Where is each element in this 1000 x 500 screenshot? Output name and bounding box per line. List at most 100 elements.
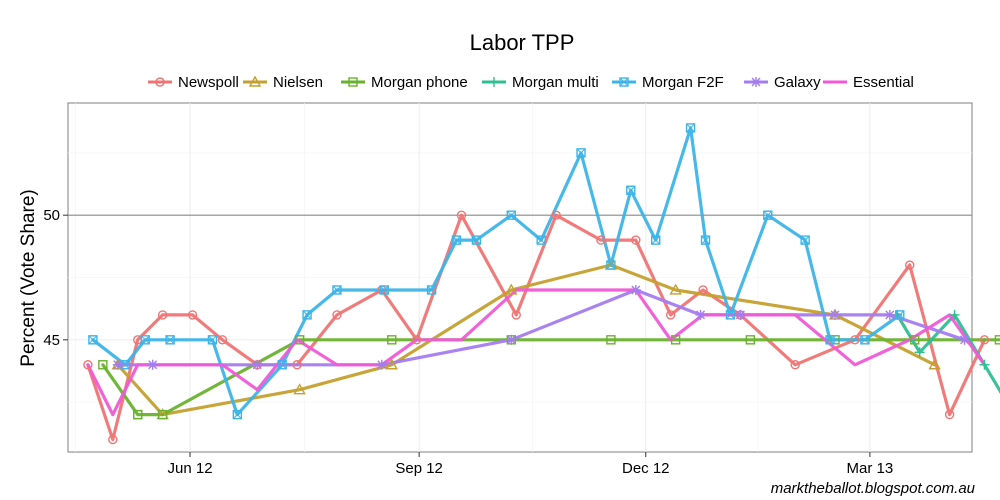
legend-label: Nielsen	[273, 74, 323, 91]
data-point-morgan-phone	[133, 409, 143, 420]
data-point-morgan-f2f	[451, 235, 462, 245]
legend-item-morgan-phone: Morgan phone	[341, 74, 468, 91]
marker-star-d2	[113, 360, 123, 370]
data-point-morgan-multi	[949, 309, 960, 320]
series-line-morgan-multi	[895, 313, 1000, 394]
marker-box	[332, 285, 342, 295]
x-tick-label: Sep 12	[395, 460, 443, 477]
marker-x2	[472, 235, 481, 245]
legend-label: Galaxy	[774, 74, 821, 91]
marker-square	[994, 335, 1000, 345]
data-point-galaxy	[147, 359, 158, 370]
marker-star-d2	[735, 310, 745, 320]
marker-x2	[825, 335, 835, 345]
data-point-newspoll	[187, 310, 198, 320]
marker-star-d2	[960, 335, 970, 345]
data-point-morgan-f2f	[88, 335, 98, 345]
marker-x2	[452, 235, 461, 245]
legend-item-essential: Essential	[823, 74, 914, 91]
marker-box	[860, 335, 870, 345]
data-point-morgan-f2f	[302, 310, 312, 320]
data-point-morgan-f2f	[165, 335, 175, 345]
data-point-morgan-f2f	[606, 260, 616, 270]
data-point-morgan-f2f	[232, 409, 243, 420]
marker-square	[387, 335, 397, 345]
data-point-newspoll	[665, 310, 676, 320]
marker-circle	[456, 210, 467, 220]
marker-x2	[576, 148, 586, 158]
data-point-morgan-f2f	[800, 235, 810, 245]
data-point-morgan-phone	[670, 335, 681, 345]
data-point-morgan-f2f	[426, 285, 437, 295]
marker-x2	[88, 335, 98, 345]
marker-star-d2	[751, 77, 761, 87]
data-point-morgan-multi	[914, 347, 925, 358]
marker-circle	[292, 360, 302, 370]
marker-x2	[626, 185, 636, 195]
data-point-newspoll	[292, 360, 302, 370]
legend-item-morgan-f2f: Morgan F2F	[612, 74, 724, 91]
marker-x2	[232, 410, 242, 419]
data-point-morgan-multi	[979, 359, 990, 370]
marker-star-d2	[631, 285, 641, 295]
data-point-morgan-f2f	[860, 335, 870, 345]
marker-box	[302, 310, 312, 320]
data-point-newspoll	[157, 310, 168, 320]
data-point-newspoll	[850, 335, 860, 345]
marker-box	[700, 235, 711, 245]
marker-square	[133, 409, 143, 420]
data-point-morgan-phone	[910, 335, 920, 345]
marker-box	[800, 235, 810, 245]
data-point-galaxy	[252, 359, 263, 370]
data-point-newspoll	[698, 285, 708, 295]
data-point-morgan-f2f	[536, 235, 546, 245]
chart-title: Labor TPP	[470, 30, 575, 55]
data-point-newspoll	[511, 310, 521, 320]
marker-square	[830, 335, 840, 345]
marker-triangle	[248, 75, 262, 87]
marker-box	[825, 335, 835, 345]
x-tick-label: Jun 12	[168, 460, 213, 477]
marker-x2	[165, 335, 175, 345]
data-point-galaxy	[830, 309, 841, 320]
marker-x2	[701, 235, 710, 245]
marker-box	[619, 77, 629, 87]
y-tick-label: 50	[43, 207, 60, 224]
marker-circle	[665, 310, 676, 320]
marker-star-d2	[830, 310, 840, 320]
x-tick-label: Dec 12	[622, 460, 670, 477]
marker-triangle	[385, 358, 398, 370]
data-point-galaxy	[884, 309, 895, 320]
legend-item-galaxy: Galaxy	[744, 74, 821, 91]
data-point-morgan-f2f	[277, 360, 287, 370]
data-point-newspoll	[456, 210, 467, 220]
marker-circle	[944, 409, 955, 420]
marker-circle	[157, 310, 168, 320]
data-point-galaxy	[112, 359, 123, 370]
data-point-morgan-phone	[157, 409, 168, 420]
legend-label: Morgan F2F	[642, 74, 724, 91]
marker-x2	[651, 235, 661, 245]
marker-triangle	[928, 358, 941, 370]
data-point-morgan-phone	[830, 335, 840, 345]
data-point-morgan-phone	[745, 335, 756, 345]
data-point-nielsen	[293, 383, 306, 395]
marker-x2	[302, 310, 312, 320]
data-point-newspoll	[83, 360, 93, 370]
data-point-morgan-f2f	[207, 335, 218, 345]
source-credit: marktheballot.blogspot.com.au	[771, 480, 976, 497]
data-point-galaxy	[506, 334, 517, 345]
data-point-newspoll	[944, 409, 955, 420]
data-point-morgan-phone	[98, 360, 108, 370]
data-point-morgan-f2f	[651, 235, 661, 245]
marker-square	[98, 360, 108, 370]
marker-star-d2	[252, 360, 262, 370]
marker-x2	[379, 285, 389, 295]
marker-box	[471, 235, 482, 245]
marker-star-d2	[506, 335, 516, 345]
legend-label: Morgan multi	[512, 74, 599, 91]
marker-circle	[905, 260, 915, 270]
data-point-morgan-f2f	[626, 185, 636, 195]
legend-item-newspoll: Newspoll	[148, 74, 239, 91]
marker-x2	[277, 360, 287, 370]
